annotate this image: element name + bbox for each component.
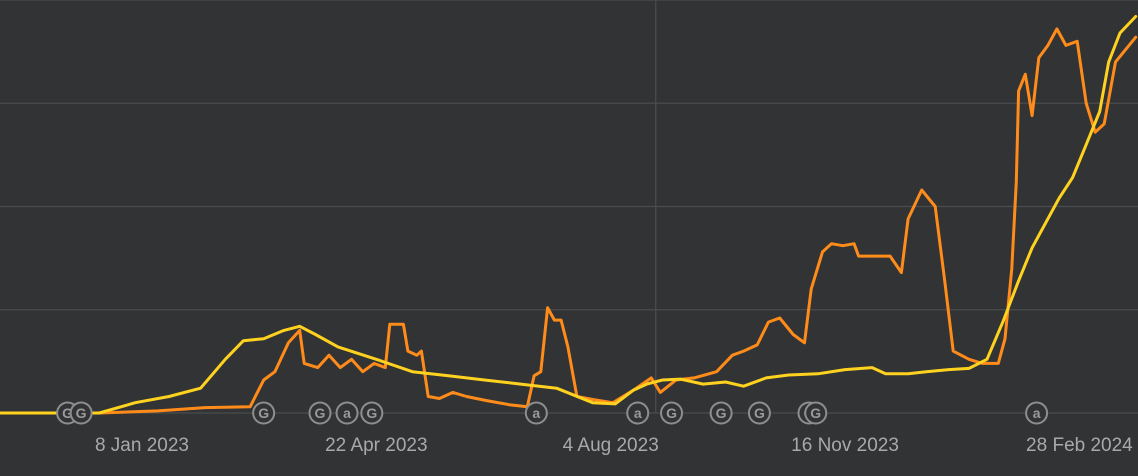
annotation-label: G	[315, 405, 326, 421]
x-tick-label-4: 28 Feb 2024	[1026, 435, 1133, 456]
annotation-circle	[660, 401, 684, 425]
annotation-label: G	[366, 405, 377, 421]
annotation-circle	[524, 401, 548, 425]
annotation-label: a	[634, 405, 642, 421]
annotation-circle	[69, 401, 93, 425]
annotation-label: G	[716, 405, 727, 421]
annotation-label: G	[62, 405, 73, 421]
series-group	[0, 15, 1138, 415]
annotation-label: G	[754, 405, 765, 421]
annotation-circle	[335, 401, 359, 425]
annotation-circle	[308, 401, 332, 425]
annotation-circle	[804, 401, 828, 425]
annotation-marker-12: G	[804, 401, 828, 425]
annotation-marker-6: a	[524, 401, 548, 425]
x-axis-ticks: 8 Jan 2023 22 Apr 2023 4 Aug 2023 16 Nov 20…	[95, 435, 1133, 456]
annotation-circle	[747, 401, 771, 425]
x-tick-label-3: 16 Nov 2023	[791, 435, 899, 456]
annotation-circle	[626, 401, 650, 425]
annotation-markers: GGGGaGaaGGGGGa	[56, 401, 1049, 425]
annotation-marker-4: a	[335, 401, 359, 425]
annotation-marker-3: G	[308, 401, 332, 425]
annotation-marker-7: a	[626, 401, 650, 425]
annotation-label: a	[532, 405, 540, 421]
annotation-circle	[1025, 401, 1049, 425]
annotation-label: a	[343, 405, 351, 421]
annotation-marker-10: G	[747, 401, 771, 425]
annotation-circle	[360, 401, 384, 425]
annotation-marker-2: G	[252, 401, 276, 425]
annotation-circle	[252, 401, 276, 425]
annotation-marker-5: G	[360, 401, 384, 425]
x-tick-label-2: 4 Aug 2023	[563, 435, 659, 456]
annotation-label: G	[258, 405, 269, 421]
annotation-label: G	[76, 405, 87, 421]
annotation-marker-9: G	[709, 401, 733, 425]
annotation-marker-13: a	[1025, 401, 1049, 425]
annotation-label: G	[810, 405, 821, 421]
x-tick-label-1: 22 Apr 2023	[325, 435, 427, 456]
annotation-marker-1: G	[69, 401, 93, 425]
annotation-label: a	[1033, 405, 1041, 421]
annotation-marker-8: G	[660, 401, 684, 425]
annotation-circle	[709, 401, 733, 425]
annotation-label: G	[666, 405, 677, 421]
series-line-1	[0, 15, 1138, 415]
series-line-0	[0, 27, 1138, 415]
x-tick-label-0: 8 Jan 2023	[95, 435, 189, 456]
